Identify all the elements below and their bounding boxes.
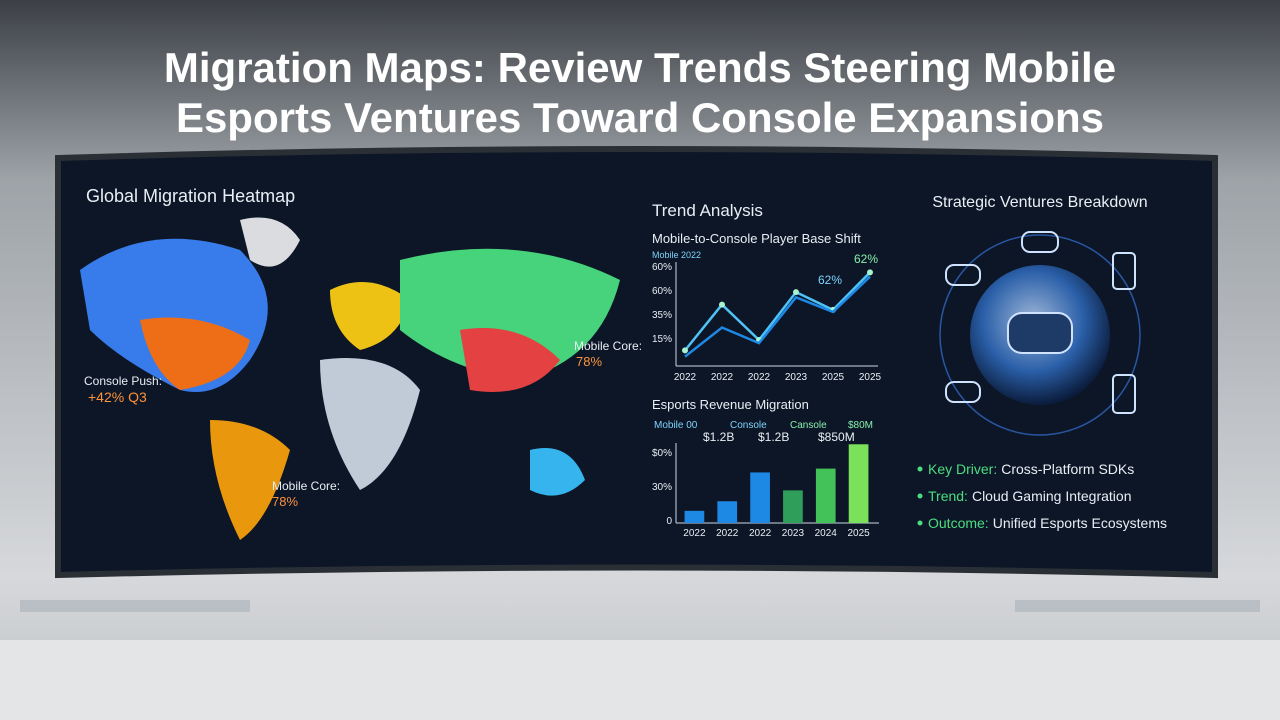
gamepad-icon — [1021, 231, 1059, 253]
desk — [20, 600, 250, 612]
map-value: 78% — [576, 354, 602, 369]
bullet-text: Unified Esports Ecosystems — [993, 515, 1167, 531]
x-tick-label: 2023 — [785, 372, 808, 383]
chart-title: Esports Revenue Migration — [652, 397, 809, 412]
map-value: +42% Q3 — [88, 389, 147, 405]
x-tick-label: 2022 — [716, 528, 739, 539]
gamepad-icon — [945, 381, 981, 403]
bullet-dot — [917, 493, 923, 499]
bullet: Key Driver: Cross-Platform SDKs — [928, 461, 1134, 477]
bullet: Outcome: Unified Esports Ecosystems — [928, 515, 1167, 531]
y-tick-label: 60% — [652, 286, 672, 297]
bullet-key: Trend: — [928, 488, 968, 504]
y-tick-label: $0% — [652, 448, 672, 459]
world-map — [80, 217, 620, 540]
bar — [848, 444, 869, 523]
x-tick-label: 2022 — [674, 372, 697, 383]
point — [867, 269, 873, 276]
bullet: Trend: Cloud Gaming Integration — [928, 488, 1132, 504]
bullet-key: Key Driver: — [928, 461, 997, 477]
y-tick-label: 0 — [666, 516, 672, 527]
point — [719, 301, 725, 308]
desk — [1015, 600, 1260, 612]
map-label: Mobile Core: — [272, 479, 340, 493]
bullet-list: Key Driver: Cross-Platform SDKs Trend: Clou… — [917, 461, 1167, 531]
gamepad-icon — [1007, 312, 1073, 354]
bullet-text: Cross-Platform SDKs — [1001, 461, 1134, 477]
bar — [684, 510, 705, 523]
legend-text: Console — [730, 420, 767, 431]
panel-title: Global Migration Heatmap — [86, 186, 295, 206]
line — [684, 275, 871, 358]
map-label: Console Push: — [84, 374, 162, 388]
line — [684, 271, 871, 352]
chart-title: Mobile-to-Console Player Base Shift — [652, 231, 861, 246]
x-tick-label: 2022 — [683, 528, 706, 539]
y-tick-label: 30% — [652, 482, 672, 493]
bullet-text: Cloud Gaming Integration — [972, 488, 1132, 504]
bullet-dot — [917, 466, 923, 472]
map-label: Mobile Core: — [574, 339, 642, 353]
bar — [750, 472, 770, 523]
orbit — [939, 234, 1141, 436]
x-tick-label: 2025 — [847, 528, 870, 539]
x-tick-label: 2022 — [749, 528, 772, 539]
bar — [783, 490, 803, 523]
x-tick-label: 2025 — [859, 372, 882, 383]
gamepad-icon — [945, 264, 981, 286]
annotation: 62% — [818, 273, 842, 287]
legend-text: Mobile 00 — [654, 420, 698, 431]
phone-icon — [1112, 374, 1136, 414]
legend-text: Cansole — [790, 420, 827, 431]
point — [682, 347, 688, 354]
bullet-key: Outcome: — [928, 515, 989, 531]
legend-text: $1.2B — [703, 430, 734, 444]
x-tick-label: 2024 — [815, 528, 838, 539]
chart-subtitle: Mobile 2022 — [652, 250, 701, 260]
legend-text: $1.2B — [758, 430, 789, 444]
y-tick-label: 35% — [652, 310, 672, 321]
panel-title: Trend Analysis — [652, 201, 763, 220]
x-tick-label: 2023 — [782, 528, 805, 539]
map-value: 78% — [272, 494, 298, 509]
y-tick-label: 15% — [652, 334, 672, 345]
point — [793, 289, 799, 296]
annotation: 62% — [854, 252, 878, 266]
floor — [0, 640, 1280, 720]
bar — [815, 468, 836, 523]
bullet-dot — [917, 520, 923, 526]
title: Migration Maps: Review Trends Steering M… — [164, 44, 1116, 91]
x-tick-label: 2025 — [822, 372, 845, 383]
legend-text: $850M — [818, 430, 855, 444]
phone-icon — [1112, 252, 1136, 290]
x-tick-label: 2022 — [711, 372, 734, 383]
y-tick-label: 60% — [652, 262, 672, 273]
legend-text: $80M — [848, 420, 873, 431]
x-tick-label: 2022 — [748, 372, 771, 383]
title: Esports Ventures Toward Console Expansio… — [176, 94, 1104, 141]
bar — [717, 501, 738, 523]
panel-title: Strategic Ventures Breakdown — [932, 194, 1147, 211]
